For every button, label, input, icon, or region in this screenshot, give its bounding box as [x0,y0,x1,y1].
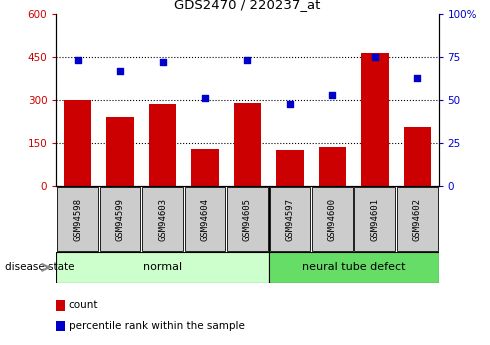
Bar [56,252,269,283]
Title: GDS2470 / 220237_at: GDS2470 / 220237_at [174,0,320,11]
Bar [403,127,431,186]
Bar [234,103,261,186]
Point [286,101,294,106]
Point [414,75,421,80]
Point [371,54,379,60]
Point [328,92,336,98]
Text: GSM94605: GSM94605 [243,198,252,240]
Bar [361,52,389,186]
Text: percentile rank within the sample: percentile rank within the sample [69,321,245,331]
Bar [276,150,304,186]
FancyBboxPatch shape [227,187,268,251]
Bar [64,100,91,186]
Text: GSM94601: GSM94601 [370,198,379,240]
Text: GSM94603: GSM94603 [158,198,167,240]
FancyBboxPatch shape [312,187,353,251]
Text: GSM94604: GSM94604 [200,198,210,240]
FancyBboxPatch shape [185,187,225,251]
Bar [191,149,219,186]
Text: normal: normal [143,263,182,272]
FancyBboxPatch shape [57,187,98,251]
Bar [106,117,134,186]
Text: GSM94599: GSM94599 [116,198,124,240]
Bar [318,148,346,186]
FancyBboxPatch shape [397,187,438,251]
FancyBboxPatch shape [99,187,141,251]
Point [116,68,124,73]
Point [244,58,251,63]
Text: GSM94598: GSM94598 [73,198,82,240]
FancyBboxPatch shape [270,187,310,251]
Text: GSM94597: GSM94597 [285,198,294,240]
FancyBboxPatch shape [354,187,395,251]
Text: disease state: disease state [5,263,74,272]
Text: count: count [69,300,98,310]
Point [201,96,209,101]
Point [74,58,81,63]
Text: neural tube defect: neural tube defect [302,263,405,272]
Bar [149,104,176,186]
FancyBboxPatch shape [142,187,183,251]
Text: GSM94602: GSM94602 [413,198,422,240]
Text: GSM94600: GSM94600 [328,198,337,240]
Point [159,59,167,65]
Bar [269,252,439,283]
